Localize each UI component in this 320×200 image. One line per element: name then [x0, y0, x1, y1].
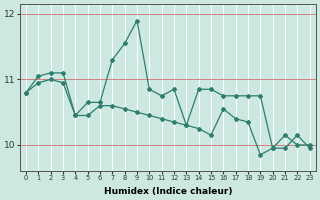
X-axis label: Humidex (Indice chaleur): Humidex (Indice chaleur) — [104, 187, 232, 196]
